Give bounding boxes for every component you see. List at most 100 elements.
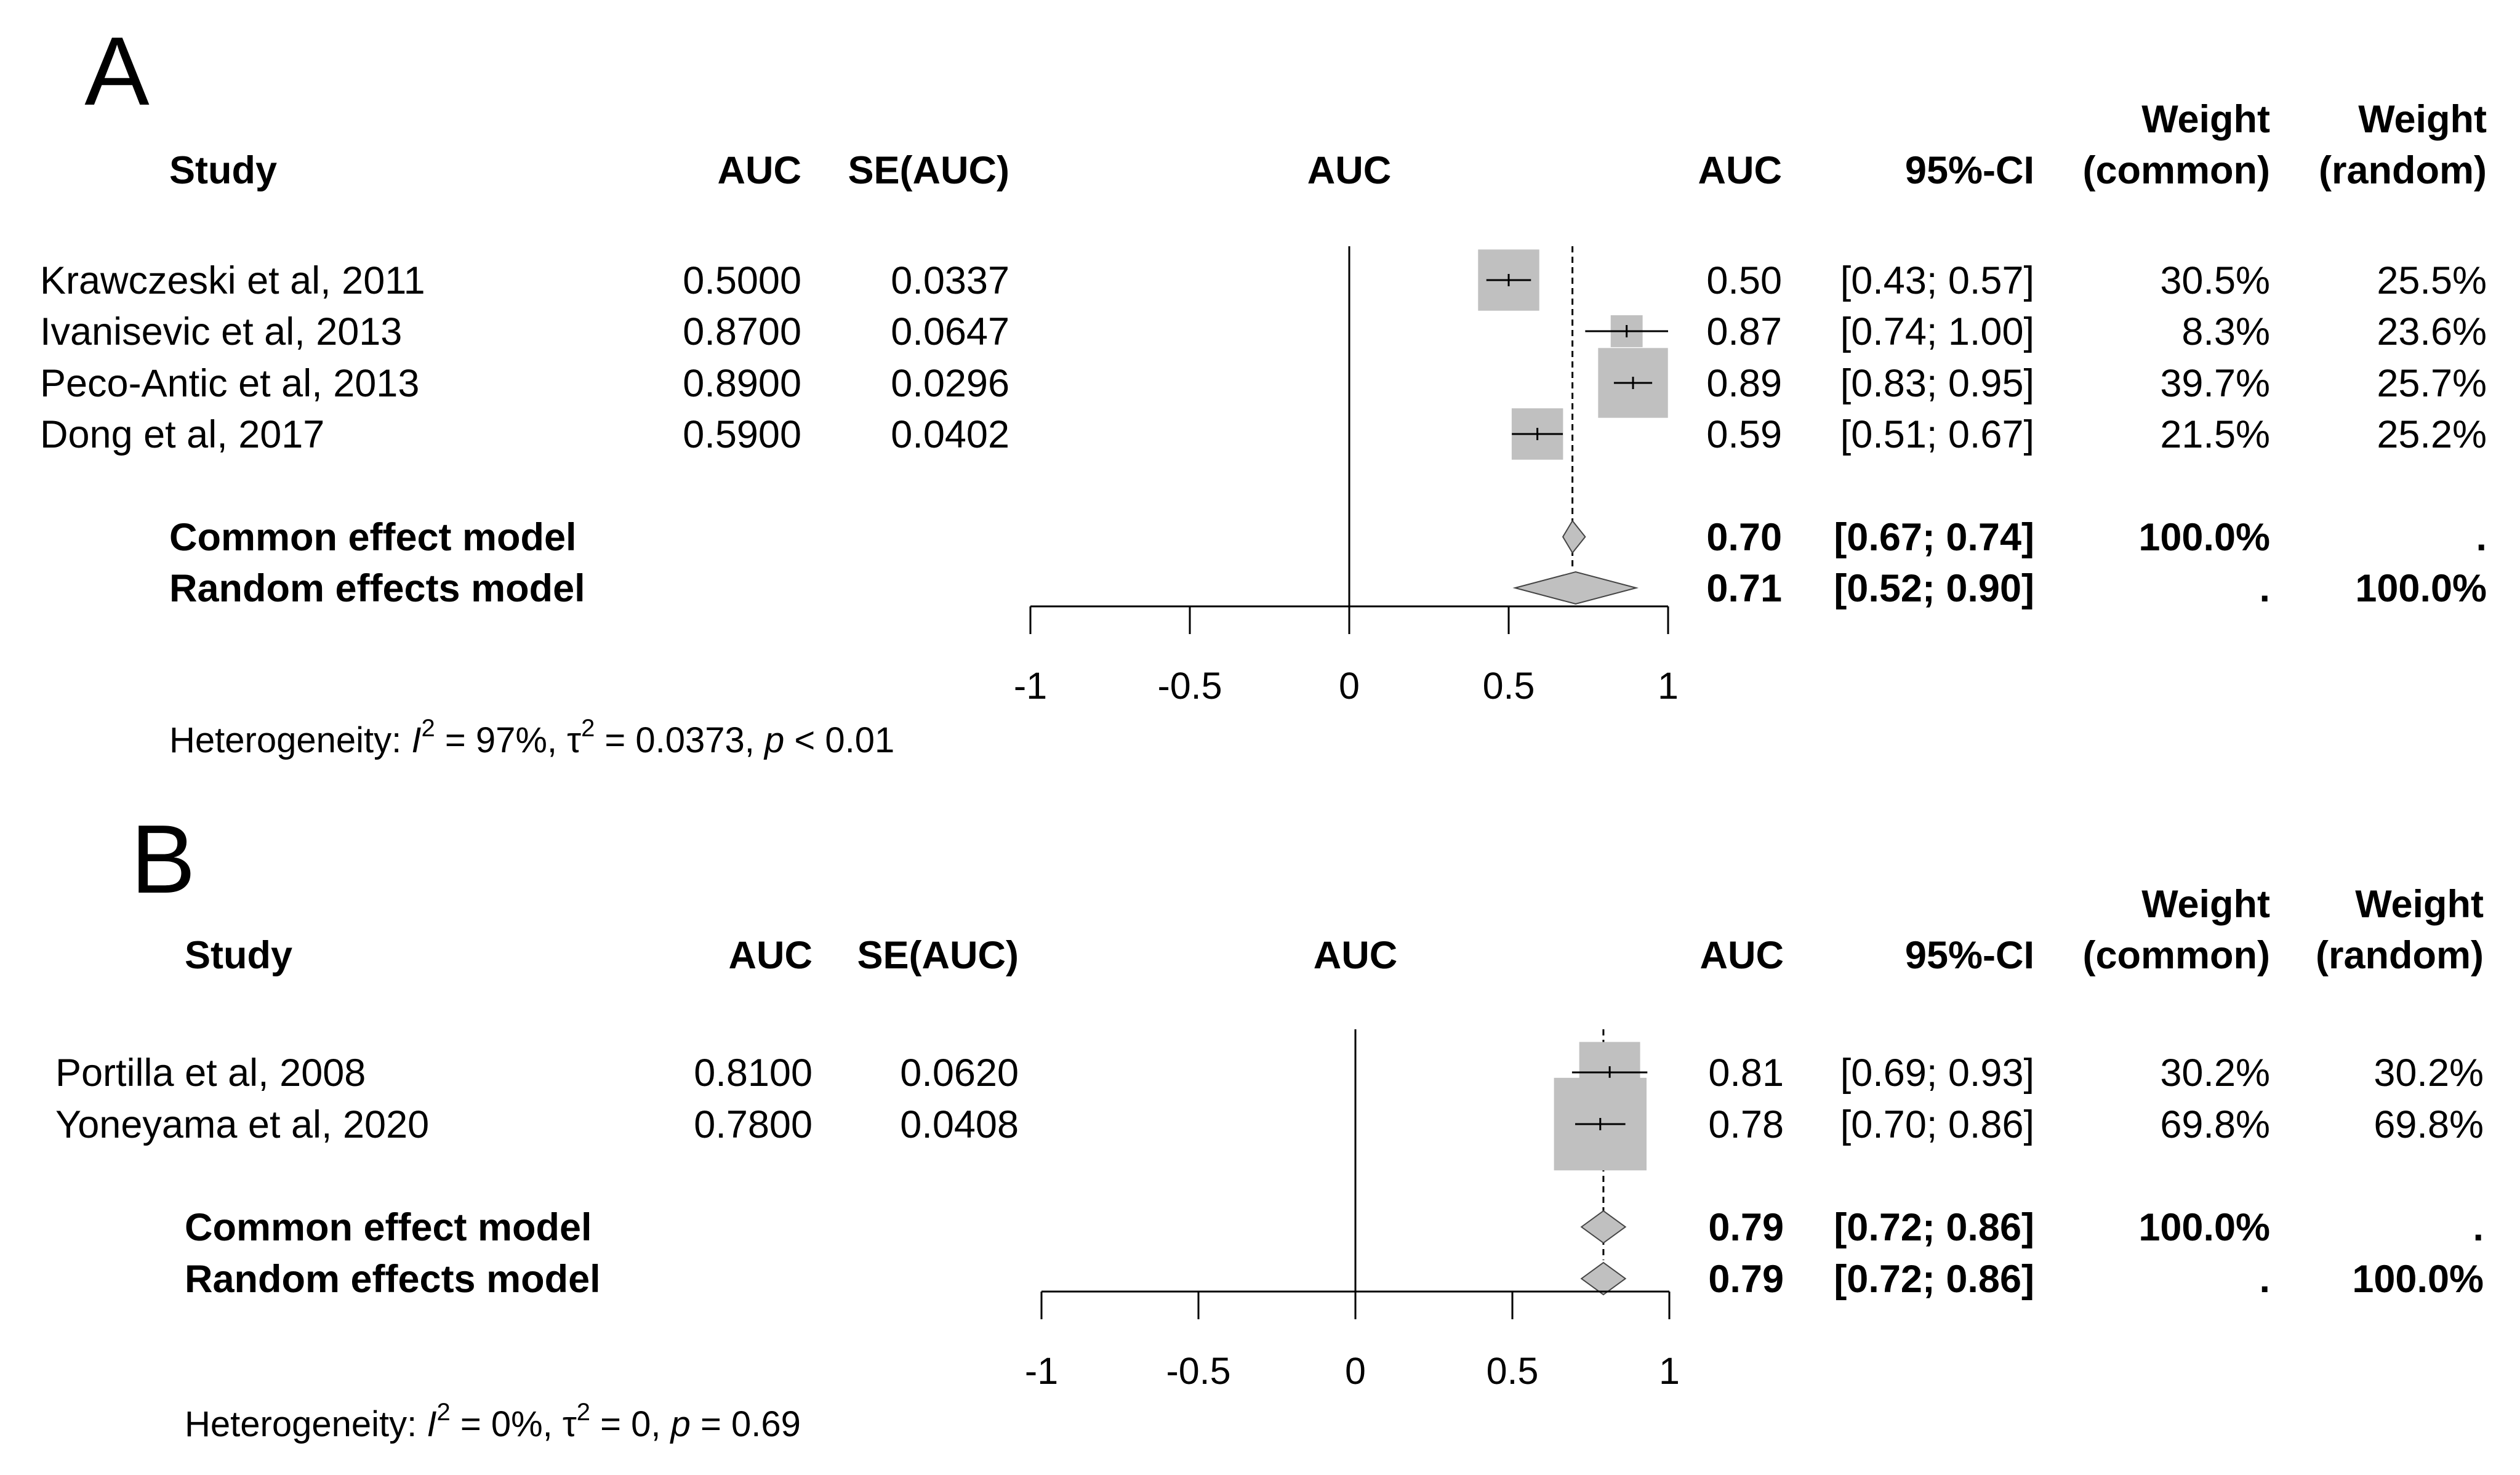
study-ci: [0.43; 0.57] xyxy=(1840,259,2034,302)
model-est: 0.79 xyxy=(1708,1258,1784,1301)
study-est: 0.50 xyxy=(1706,259,1782,302)
study-weight-random: 23.6% xyxy=(2377,310,2487,353)
study-auc: 0.8900 xyxy=(683,362,801,405)
study-name: Dong et al, 2017 xyxy=(40,413,324,456)
x-tick-label: 0.5 xyxy=(1483,665,1535,707)
model-weight-random: 100.0% xyxy=(2352,1258,2484,1301)
study-weight-random: 69.8% xyxy=(2374,1103,2484,1146)
header-weight-random: Weight xyxy=(2355,883,2484,926)
study-se: 0.0620 xyxy=(900,1051,1019,1095)
study-ci: [0.74; 1.00] xyxy=(1840,310,2034,353)
header-se-auc: SE(AUC) xyxy=(848,149,1010,192)
model-ci: [0.72; 0.86] xyxy=(1834,1258,2034,1301)
tau-squared-exponent: 2 xyxy=(577,1399,590,1426)
study-weight-common: 30.2% xyxy=(2160,1051,2270,1095)
i-squared-value: = 0%, xyxy=(451,1404,563,1444)
header-weight-common: Weight xyxy=(2141,883,2270,926)
x-tick-label: 0.5 xyxy=(1487,1350,1539,1392)
study-se: 0.0402 xyxy=(891,413,1009,456)
study-weight-common: 30.5% xyxy=(2160,259,2270,302)
study-se: 0.0296 xyxy=(891,362,1009,405)
study-weight-random: 25.5% xyxy=(2377,259,2487,302)
heterogeneity-text: Heterogeneity: I2 = 0%, τ2 = 0, p = 0.69 xyxy=(185,1399,801,1444)
model-name: Random effects model xyxy=(169,567,585,610)
study-auc: 0.5000 xyxy=(683,259,801,302)
header-auc: AUC xyxy=(729,934,813,977)
study-name: Ivanisevic et al, 2013 xyxy=(40,310,402,353)
study-est: 0.59 xyxy=(1706,413,1782,456)
tau-squared-value: = 0.0373, xyxy=(595,720,764,760)
model-ci: [0.72; 0.86] xyxy=(1834,1206,2034,1249)
study-name: Peco-Antic et al, 2013 xyxy=(40,362,419,405)
p-symbol: p xyxy=(670,1404,691,1444)
study-name: Portilla et al, 2008 xyxy=(55,1051,366,1095)
study-est: 0.87 xyxy=(1706,310,1782,353)
model-name: Random effects model xyxy=(185,1258,601,1301)
x-tick-label: -0.5 xyxy=(1157,665,1222,707)
p-value: < 0.01 xyxy=(784,720,894,760)
model-est: 0.79 xyxy=(1708,1206,1784,1249)
x-tick-label: 0 xyxy=(1339,665,1360,707)
study-weight-common: 21.5% xyxy=(2160,413,2270,456)
header-auc: AUC xyxy=(718,149,802,192)
model-weight-common: . xyxy=(2259,567,2270,610)
study-ci: [0.51; 0.67] xyxy=(1840,413,2034,456)
x-tick-label: 1 xyxy=(1659,1350,1680,1392)
tau-squared-symbol: τ xyxy=(567,720,581,760)
panel-label: B xyxy=(130,805,195,914)
forest-panel-b: B Study AUC SE(AUC) AUC AUC 95%-CI Weight (commo… xyxy=(55,805,2484,1444)
study-auc: 0.8100 xyxy=(694,1051,813,1095)
model-ci: [0.67; 0.74] xyxy=(1834,516,2034,559)
header-weight-random: Weight xyxy=(2358,98,2487,141)
study-se: 0.0647 xyxy=(891,310,1009,353)
model-diamond xyxy=(1580,1210,1627,1244)
x-tick-label: -1 xyxy=(1014,665,1047,707)
header-study: Study xyxy=(185,934,292,977)
p-symbol: p xyxy=(763,720,784,760)
i-squared-exponent: 2 xyxy=(421,715,435,742)
x-tick-label: 1 xyxy=(1658,665,1679,707)
model-ci: [0.52; 0.90] xyxy=(1834,567,2034,610)
study-weight-common: 8.3% xyxy=(2181,310,2270,353)
model-weight-random: 100.0% xyxy=(2355,567,2487,610)
model-name: Common effect model xyxy=(169,516,577,559)
heterogeneity-text: Heterogeneity: I2 = 97%, τ2 = 0.0373, p … xyxy=(169,715,894,760)
study-se: 0.0337 xyxy=(891,259,1009,302)
study-weight-random: 30.2% xyxy=(2374,1051,2484,1095)
model-diamond xyxy=(1512,571,1639,605)
i-squared-symbol: I xyxy=(427,1404,436,1444)
tau-squared-value: = 0, xyxy=(590,1404,671,1444)
tau-squared-symbol: τ xyxy=(563,1404,577,1444)
header-se-auc: SE(AUC) xyxy=(857,934,1019,977)
study-est: 0.89 xyxy=(1706,362,1782,405)
model-weight-common: 100.0% xyxy=(2138,1206,2270,1249)
header-weight-common-sub: (common) xyxy=(2083,934,2270,977)
model-weight-common: . xyxy=(2259,1258,2270,1301)
study-weight-random: 25.7% xyxy=(2377,362,2487,405)
header-study: Study xyxy=(169,149,277,192)
model-est: 0.70 xyxy=(1706,516,1782,559)
model-weight-random: . xyxy=(2476,516,2487,559)
heterogeneity-prefix: Heterogeneity: xyxy=(185,1404,427,1444)
header-weight-common-sub: (common) xyxy=(2083,149,2270,192)
forest-panel-a: A Study AUC SE(AUC) AUC AUC 95%-CI Weight (commo… xyxy=(40,17,2487,760)
header-95-ci: 95%-CI xyxy=(1905,149,2034,192)
header-weight-common: Weight xyxy=(2141,98,2270,141)
i-squared-exponent: 2 xyxy=(436,1399,450,1426)
header-95-ci: 95%-CI xyxy=(1905,934,2034,977)
header-plot-auc: AUC xyxy=(1314,934,1398,977)
header-plot-auc: AUC xyxy=(1307,149,1392,192)
header-est-auc: AUC xyxy=(1700,934,1784,977)
model-name: Common effect model xyxy=(185,1206,592,1249)
x-tick-label: -1 xyxy=(1025,1350,1058,1392)
study-ci: [0.69; 0.93] xyxy=(1840,1051,2034,1095)
study-se: 0.0408 xyxy=(900,1103,1019,1146)
model-weight-common: 100.0% xyxy=(2138,516,2270,559)
study-auc: 0.7800 xyxy=(694,1103,813,1146)
study-weight-common: 39.7% xyxy=(2160,362,2270,405)
study-auc: 0.8700 xyxy=(683,310,801,353)
header-weight-random-sub: (random) xyxy=(2319,149,2487,192)
x-tick-label: 0 xyxy=(1345,1350,1366,1392)
i-squared-value: = 97%, xyxy=(435,720,567,760)
